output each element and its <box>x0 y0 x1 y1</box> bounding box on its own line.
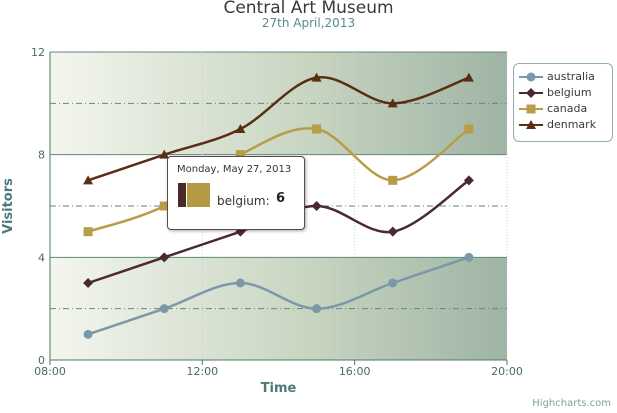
y-tick-label: 4 <box>38 251 45 264</box>
legend-label: denmark <box>547 118 597 131</box>
data-point-canada[interactable] <box>159 201 169 211</box>
tooltip-series-label: belgium: <box>217 194 270 208</box>
data-point-australia[interactable] <box>235 278 245 288</box>
legend-label: belgium <box>547 86 592 99</box>
y-axis-title: Visitors <box>1 178 16 234</box>
series-denmark <box>83 72 474 185</box>
chart-subtitle: 27th April,2013 <box>261 16 356 30</box>
data-point-canada[interactable] <box>312 124 322 134</box>
data-point-belgium[interactable] <box>159 252 170 263</box>
chart-title: Central Art Museum <box>223 0 394 18</box>
tooltip-swatch-primary <box>178 183 186 207</box>
y-tick-label: 12 <box>31 46 45 59</box>
legend-item-denmark[interactable]: denmark <box>514 117 612 133</box>
data-point-denmark[interactable] <box>387 98 398 108</box>
legend-marker-denmark <box>519 120 543 129</box>
data-point-belgium[interactable] <box>463 175 474 186</box>
legend: australia belgium canada denmark <box>513 63 613 142</box>
y-tick-label: 8 <box>38 149 45 162</box>
x-tick-label: 16:00 <box>339 365 371 378</box>
series-canada <box>83 124 474 237</box>
data-point-belgium[interactable] <box>311 201 322 211</box>
data-point-australia[interactable] <box>159 304 169 314</box>
series-australia <box>83 252 474 339</box>
y-tick-label: 0 <box>38 354 45 367</box>
x-tick-label: 12:00 <box>186 365 218 378</box>
legend-label: canada <box>547 102 588 115</box>
legend-marker-belgium <box>519 88 543 98</box>
data-point-canada[interactable] <box>235 150 245 160</box>
data-point-denmark[interactable] <box>311 72 322 82</box>
data-point-australia[interactable] <box>312 304 322 314</box>
data-point-belgium[interactable] <box>83 278 94 288</box>
legend-marker-australia <box>519 72 543 82</box>
legend-item-belgium[interactable]: belgium <box>514 85 612 101</box>
data-point-belgium[interactable] <box>387 226 398 237</box>
x-tick-label: 08:00 <box>34 365 66 378</box>
credits-link[interactable]: Highcharts.com <box>532 398 611 409</box>
legend-label: australia <box>547 70 595 83</box>
data-point-denmark[interactable] <box>463 72 474 82</box>
tooltip-date: Monday, May 27, 2013 <box>177 164 292 175</box>
data-point-canada[interactable] <box>83 227 93 237</box>
data-point-denmark[interactable] <box>83 175 94 185</box>
data-point-australia[interactable] <box>464 252 474 262</box>
data-point-australia[interactable] <box>83 329 93 339</box>
data-point-canada[interactable] <box>464 124 474 134</box>
x-axis-title: Time <box>261 381 297 396</box>
data-point-canada[interactable] <box>388 175 398 185</box>
tooltip-value: 6 <box>276 191 286 206</box>
x-tick-label: 20:00 <box>491 365 523 378</box>
legend-item-canada[interactable]: canada <box>514 101 612 117</box>
tooltip-swatch-secondary <box>187 183 210 207</box>
data-point-australia[interactable] <box>388 278 398 288</box>
legend-marker-canada <box>519 104 543 114</box>
tooltip: Monday, May 27, 2013 belgium: 6 <box>167 156 305 230</box>
data-point-denmark[interactable] <box>159 149 170 159</box>
data-point-denmark[interactable] <box>235 124 246 133</box>
legend-item-australia[interactable]: australia <box>514 69 612 85</box>
